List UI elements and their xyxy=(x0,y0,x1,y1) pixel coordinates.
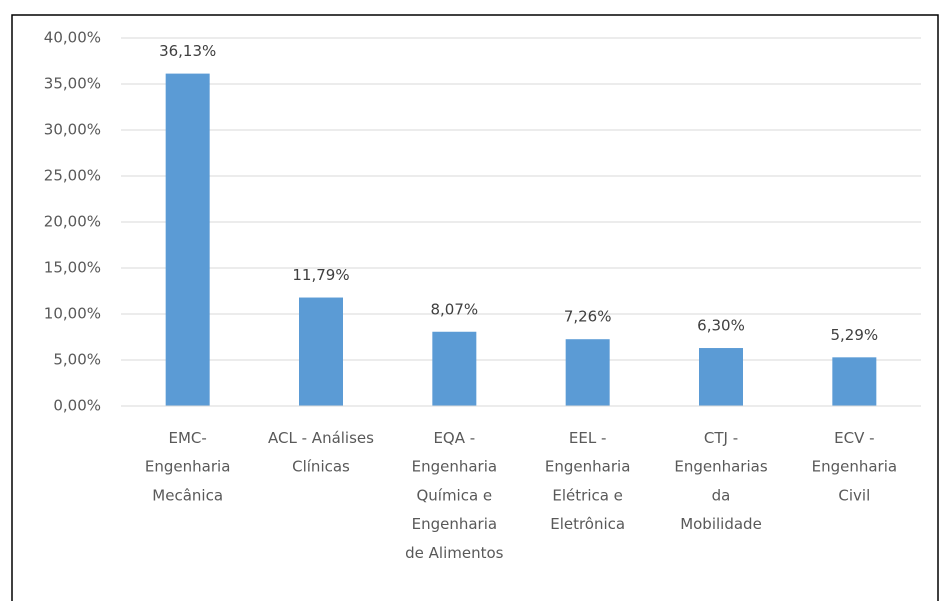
y-tick-label: 15,00% xyxy=(44,259,101,277)
bar xyxy=(299,297,343,406)
x-tick-label: EQA -Engenharia Química e Engenharia de Ali… xyxy=(405,429,504,562)
x-tick-label: ECV -Engenharia Civil xyxy=(812,429,897,504)
x-tick-label: EMC-Engenharia Mecânica xyxy=(145,429,230,504)
x-tick-label: EEL -Engenharia Elétrica e Eletrônica xyxy=(545,429,630,533)
data-label: 11,79% xyxy=(292,266,349,284)
data-label: 8,07% xyxy=(431,300,479,318)
data-label: 6,30% xyxy=(697,317,745,335)
y-tick-label: 35,00% xyxy=(44,75,101,93)
bar xyxy=(832,357,877,406)
y-tick-label: 0,00% xyxy=(53,397,101,415)
bar xyxy=(432,331,477,406)
y-tick-label: 40,00% xyxy=(44,29,101,47)
bar xyxy=(165,73,210,406)
y-tick-label: 5,00% xyxy=(53,351,101,369)
data-label: 7,26% xyxy=(564,308,612,326)
bar xyxy=(565,339,610,406)
y-tick-label: 30,00% xyxy=(44,121,101,139)
y-tick-label: 10,00% xyxy=(44,305,101,323)
x-tick-label: ACL - Análises Clínicas xyxy=(268,429,374,476)
bar xyxy=(699,348,743,406)
x-tick-label: CTJ -Engenharias da Mobilidade xyxy=(674,429,767,533)
y-tick-label: 25,00% xyxy=(44,167,101,185)
data-label: 36,13% xyxy=(159,42,216,60)
y-tick-label: 20,00% xyxy=(44,213,101,231)
data-label: 5,29% xyxy=(831,326,879,344)
